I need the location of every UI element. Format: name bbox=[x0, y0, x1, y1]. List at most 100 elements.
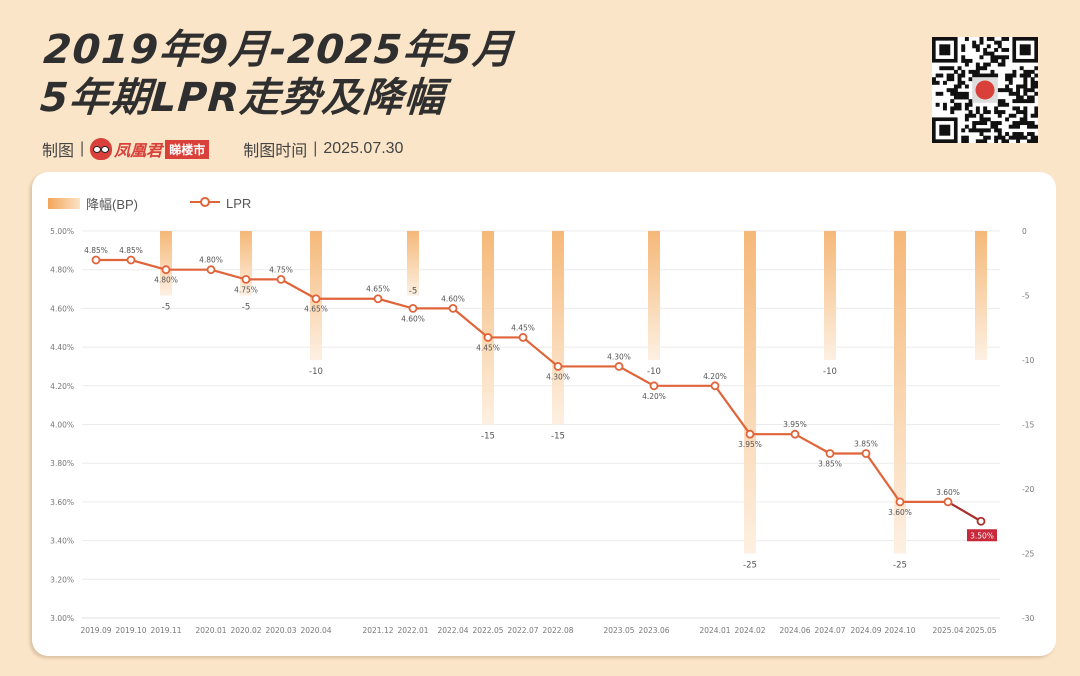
x-tick: 2019.10 bbox=[115, 626, 146, 635]
lpr-point bbox=[161, 265, 171, 275]
lpr-value-label: 4.75% bbox=[234, 285, 258, 294]
x-tick: 2024.06 bbox=[779, 626, 810, 635]
x-tick: 2023.05 bbox=[603, 626, 634, 635]
bp-label: -15 bbox=[551, 432, 565, 442]
lpr-value-label: 4.85% bbox=[119, 246, 143, 255]
lpr-point bbox=[895, 497, 905, 507]
brand-tag: 睇楼市 bbox=[165, 139, 210, 159]
bp-bar bbox=[744, 231, 756, 554]
lpr-value-label: 4.80% bbox=[154, 276, 178, 285]
x-tick: 2024.02 bbox=[734, 626, 765, 635]
y-right-tick: -10 bbox=[1022, 356, 1034, 365]
y-left-tick: 3.60% bbox=[50, 498, 74, 507]
y-right-tick: -30 bbox=[1022, 614, 1034, 623]
lpr-value-label: 3.60% bbox=[936, 488, 960, 497]
x-tick: 2020.02 bbox=[230, 626, 261, 635]
lpr-point bbox=[553, 362, 563, 371]
lpr-value-label: 4.30% bbox=[546, 372, 570, 381]
lpr-point bbox=[408, 303, 418, 313]
lpr-point bbox=[943, 497, 953, 507]
bp-bars: -5 -5 -10 -5 -15 -15 -10 -25 -10 -25 bbox=[160, 231, 987, 571]
x-tick: 2020.01 bbox=[195, 626, 226, 635]
credit-label: 制图 bbox=[42, 143, 75, 160]
lpr-point bbox=[518, 333, 528, 342]
lpr-value-label: 4.85% bbox=[84, 246, 108, 255]
lpr-value-label: 4.80% bbox=[199, 256, 223, 265]
time-label: 制图时间 bbox=[243, 143, 308, 160]
lpr-point bbox=[448, 303, 458, 313]
lpr-value-label: 3.85% bbox=[854, 440, 878, 449]
y-right-tick: -15 bbox=[1022, 421, 1034, 430]
x-tick: 2022.08 bbox=[542, 626, 573, 635]
right-y-axis: 0 -5 -10 -15 -20 -25 -30 bbox=[1022, 227, 1034, 623]
x-tick: 2020.04 bbox=[300, 626, 331, 635]
lpr-point bbox=[311, 294, 321, 304]
x-tick: 2023.06 bbox=[638, 626, 669, 635]
y-left-tick: 4.20% bbox=[50, 382, 74, 391]
x-tick: 2020.03 bbox=[265, 626, 296, 635]
y-left-tick: 4.40% bbox=[50, 343, 74, 352]
lpr-value-label: 4.75% bbox=[269, 265, 293, 274]
bp-label: -15 bbox=[481, 432, 495, 442]
y-right-tick: -25 bbox=[1022, 550, 1034, 559]
lpr-point bbox=[276, 274, 286, 284]
lpr-point bbox=[614, 362, 624, 371]
lpr-polyline bbox=[96, 258, 948, 503]
line-legend-marker-icon bbox=[190, 196, 221, 211]
x-tick: 2022.01 bbox=[397, 626, 428, 635]
y-left-tick: 3.80% bbox=[50, 459, 74, 468]
lpr-value-label: 3.85% bbox=[818, 460, 842, 469]
y-right-tick: -5 bbox=[1022, 292, 1030, 301]
lpr-line: 4.85% 4.85% 4.80% 4.80% 4.75% 4.75% 4.65% 4.65%… bbox=[84, 246, 997, 542]
lpr-point bbox=[126, 255, 136, 265]
bp-label: -25 bbox=[893, 561, 907, 571]
y-left-tick: 4.00% bbox=[50, 421, 74, 430]
lpr-value-label: 4.30% bbox=[607, 352, 631, 361]
qr-code-icon[interactable] bbox=[932, 37, 1039, 144]
bp-label: -5 bbox=[242, 303, 250, 313]
left-y-axis: 5.00% 4.80% 4.60% 4.40% 4.20% 4.00% 3.80% 3.60%… bbox=[50, 227, 74, 623]
x-axis: 2019.09 2019.10 2019.11 2020.01 2020.02 2020.… bbox=[80, 617, 1000, 635]
y-left-tick: 3.40% bbox=[50, 537, 74, 546]
lpr-point bbox=[483, 333, 493, 342]
bp-label: -10 bbox=[823, 367, 837, 377]
lpr-value-label: 3.95% bbox=[783, 420, 807, 429]
chart-legend: 降幅(BP) LPR bbox=[48, 194, 251, 213]
lpr-value-label: 4.20% bbox=[703, 372, 727, 381]
bp-bar bbox=[975, 231, 987, 360]
bp-bar bbox=[407, 231, 419, 296]
latest-value-label: 3.50% bbox=[970, 531, 994, 540]
lpr-point bbox=[241, 274, 251, 284]
line-legend-label: LPR bbox=[226, 196, 252, 211]
bp-bar bbox=[648, 231, 660, 360]
bp-label: -10 bbox=[647, 367, 661, 377]
x-tick: 2024.07 bbox=[814, 626, 845, 635]
lpr-value-label: 4.65% bbox=[366, 285, 390, 294]
bp-bar bbox=[482, 231, 494, 425]
lpr-point bbox=[825, 449, 835, 458]
credit-row: 制图 | 凤凰君 睇楼市 制图时间 | 2025.07.30 bbox=[42, 137, 403, 161]
brand-logo: 凤凰君 睇楼市 bbox=[90, 138, 210, 160]
lpr-value-label: 4.60% bbox=[441, 294, 465, 303]
credit-separator: | bbox=[80, 140, 85, 157]
y-right-tick: 0 bbox=[1022, 227, 1027, 236]
y-left-tick: 4.60% bbox=[50, 304, 74, 313]
bp-bar bbox=[160, 231, 172, 296]
latest-value-badge bbox=[967, 529, 997, 542]
lpr-point bbox=[861, 449, 871, 458]
bp-label: -5 bbox=[409, 286, 417, 296]
mascot-icon bbox=[90, 138, 113, 160]
bp-label: -10 bbox=[309, 367, 323, 377]
y-left-tick: 5.00% bbox=[50, 227, 74, 236]
time-separator: | bbox=[313, 140, 318, 157]
bar-legend-label: 降幅(BP) bbox=[86, 197, 139, 212]
x-tick: 2022.07 bbox=[507, 626, 538, 635]
lpr-point bbox=[745, 429, 755, 439]
y-left-tick: 4.80% bbox=[50, 266, 74, 275]
lpr-value-label: 3.60% bbox=[888, 508, 912, 517]
brand-name: 凤凰君 bbox=[114, 143, 163, 160]
y-left-tick: 3.00% bbox=[50, 614, 74, 623]
bp-bar bbox=[894, 231, 906, 554]
x-tick: 2025.04 bbox=[932, 626, 963, 635]
